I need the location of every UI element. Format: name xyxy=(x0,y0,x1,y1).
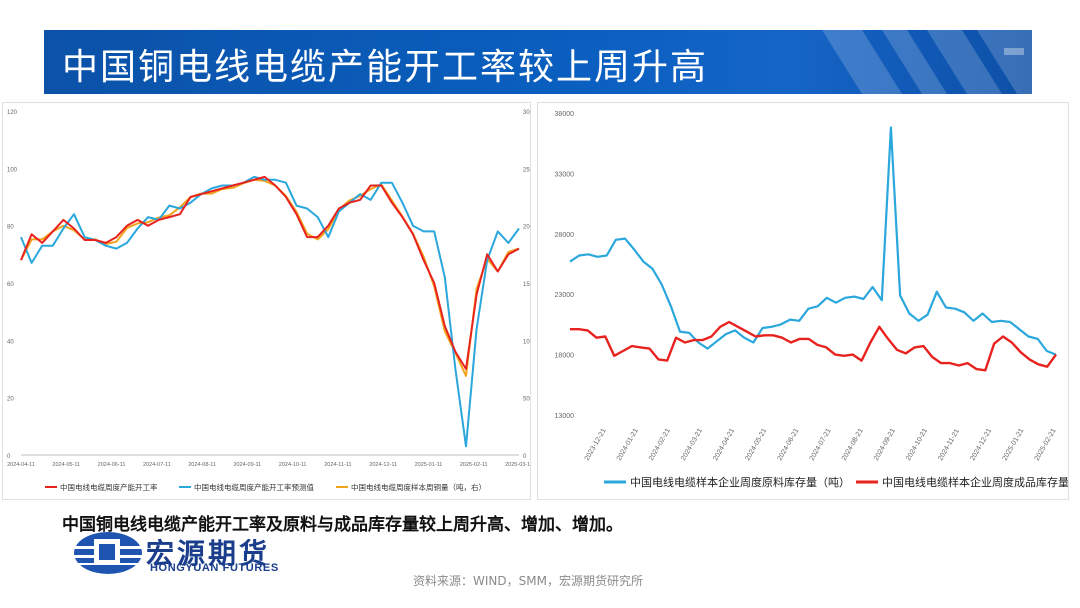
y-left-tick-label: 60 xyxy=(7,282,14,288)
series-line-0 xyxy=(569,126,1057,356)
x-tick-label: 2024-04-11 xyxy=(7,462,35,468)
y-left-tick-label: 0 xyxy=(7,454,11,460)
y-left-tick-label: 40 xyxy=(7,339,14,345)
x-tick-label: 2024-01-21 xyxy=(616,427,640,462)
series-line-1 xyxy=(20,175,520,448)
y-right-tick-label: 20000 xyxy=(523,225,530,231)
legend-label: 中国电线电缆周度产能开工率 xyxy=(60,482,158,492)
title-banner: 中国铜电线电缆产能开工率较上周升高 xyxy=(44,30,1032,94)
y-right-tick-label: 25000 xyxy=(523,167,530,173)
x-tick-label: 2024-09-21 xyxy=(873,427,897,462)
y-tick-label: 38000 xyxy=(555,111,575,118)
x-tick-label: 2024-11-11 xyxy=(324,462,351,468)
x-tick-label: 2023-12-21 xyxy=(584,427,608,462)
y-right-tick-label: 15000 xyxy=(523,282,530,288)
x-tick-label: 2025-02-11 xyxy=(460,462,488,468)
y-right-tick-label: 5000 xyxy=(523,397,530,403)
y-left-tick-label: 20 xyxy=(7,397,14,403)
legend-label: 中国电线电缆周度产能开工率预测值 xyxy=(194,482,314,492)
y-right-tick-label: 30000 xyxy=(523,110,530,116)
right-chart-panel: 13000 18000 23000 28000 33000 38000 2023-12-21… xyxy=(537,102,1069,500)
x-tick-label: 2024-06-21 xyxy=(777,427,801,462)
x-tick-label: 2024-10-11 xyxy=(279,462,307,468)
left-chart-panel: 0 20 40 60 80 100 120 0 5000 10000 15000 20000 25000… xyxy=(2,102,531,500)
x-tick-label: 2024-04-21 xyxy=(712,427,736,462)
legend-label: 中国电线电缆周度样本周铜量（吨，右） xyxy=(351,482,486,492)
x-tick-label: 2024-09-11 xyxy=(233,462,261,468)
y-tick-label: 33000 xyxy=(555,171,575,178)
source-note: 资料来源：WIND，SMM，宏源期货研究所 xyxy=(413,574,643,588)
x-tick-label: 2024-08-21 xyxy=(841,427,865,462)
x-tick-label: 2024-10-21 xyxy=(905,427,929,462)
summary-caption: 中国铜电线电缆产能开工率及原料与成品库存量较上周升高、增加、增加。 xyxy=(62,515,623,535)
x-tick-label: 2024-12-21 xyxy=(969,427,993,462)
series-line-1 xyxy=(570,320,1057,372)
legend-label: 中国电线电缆样本企业周度成品库存量 xyxy=(882,475,1068,489)
x-tick-label: 2024-11-21 xyxy=(937,428,961,462)
x-tick-label: 2024-05-11 xyxy=(52,462,80,468)
series-line-0 xyxy=(20,175,520,370)
y-right-tick-label: 0 xyxy=(523,454,527,460)
hongyuan-logo-icon xyxy=(72,532,144,574)
y-left-tick-label: 80 xyxy=(7,225,14,231)
x-tick-label: 2024-08-11 xyxy=(188,462,216,468)
logo-text-en: HONGYUAN FUTURES xyxy=(150,562,279,574)
y-left-tick-label: 120 xyxy=(7,110,18,116)
y-right-tick-label: 10000 xyxy=(523,339,530,345)
x-tick-label: 2024-07-11 xyxy=(143,462,171,468)
y-tick-label: 13000 xyxy=(555,413,575,420)
x-tick-label: 2025-02-21 xyxy=(1034,427,1058,462)
x-tick-label: 2024-12-11 xyxy=(369,462,397,468)
y-left-tick-label: 100 xyxy=(7,167,18,173)
x-tick-label: 2024-07-21 xyxy=(809,427,833,462)
utilization-chart: 0 20 40 60 80 100 120 0 5000 10000 15000 20000 25000… xyxy=(7,110,530,492)
inventory-chart: 13000 18000 23000 28000 33000 38000 2023-12-21… xyxy=(555,111,1068,489)
x-tick-label: 2024-05-21 xyxy=(744,427,768,462)
legend-label: 中国电线电缆样本企业周度原料库存量（吨） xyxy=(630,475,850,489)
x-tick-label: 2024-06-11 xyxy=(98,462,126,468)
x-tick-label: 2025-03-11 xyxy=(505,462,530,468)
y-tick-label: 28000 xyxy=(555,232,575,239)
page-title: 中国铜电线电缆产能开工率较上周升高 xyxy=(62,47,709,88)
x-tick-label: 2024-02-21 xyxy=(648,427,672,462)
y-tick-label: 18000 xyxy=(555,353,575,360)
x-tick-label: 2025-01-11 xyxy=(415,462,443,468)
logo-text-cn: 宏源期货 xyxy=(146,537,271,570)
y-tick-label: 23000 xyxy=(555,292,575,299)
x-tick-label: 2024-03-21 xyxy=(680,427,704,462)
banner-stripes xyxy=(822,30,1032,94)
x-tick-label: 2025-01-21 xyxy=(1002,427,1026,462)
